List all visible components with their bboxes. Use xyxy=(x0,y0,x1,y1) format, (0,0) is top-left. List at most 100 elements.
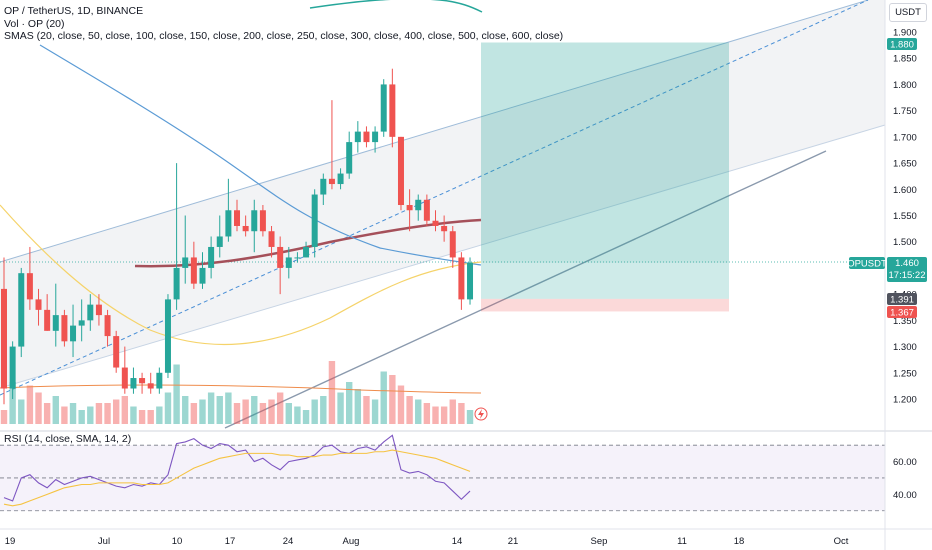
candle xyxy=(303,241,310,258)
entry-price-badge-bg xyxy=(887,293,917,305)
candle xyxy=(52,283,59,347)
candle xyxy=(190,241,197,289)
volume-bar xyxy=(320,396,327,424)
target-zone-upper xyxy=(481,42,729,263)
candle-body xyxy=(173,267,180,300)
candle xyxy=(182,215,189,284)
stop-price-badge: 1.367 xyxy=(887,306,917,318)
volume-bar xyxy=(112,399,120,424)
target-price-badge-bg xyxy=(887,38,917,50)
candle xyxy=(234,199,241,232)
candle xyxy=(320,173,327,206)
candle-body xyxy=(303,246,310,258)
candle xyxy=(328,100,335,190)
candle xyxy=(78,299,85,342)
candle xyxy=(406,189,413,232)
candle xyxy=(415,194,422,221)
price-tick-label: 1.550 xyxy=(893,211,917,222)
candle-body xyxy=(130,378,137,389)
candle-body xyxy=(182,257,189,268)
candle-body xyxy=(285,257,292,268)
volume-bar xyxy=(328,361,336,424)
candle xyxy=(225,178,232,242)
date-tick-label: 24 xyxy=(283,536,294,547)
price-tick-label: 1.900 xyxy=(893,28,917,39)
sma-blue-line xyxy=(39,44,482,266)
candle-body xyxy=(363,131,370,143)
volume-bar xyxy=(432,406,439,424)
volume-bar xyxy=(78,410,85,424)
volume-bar xyxy=(9,382,16,424)
legend-volume[interactable]: Vol · OP (20) xyxy=(4,17,65,30)
volume-bar xyxy=(199,399,206,424)
volume-bar xyxy=(406,396,413,424)
symbol-badge: OPUSDT xyxy=(847,257,887,269)
candle xyxy=(216,215,223,258)
candle-body xyxy=(1,288,7,389)
volume-bar xyxy=(276,392,284,424)
volume-bar xyxy=(259,403,267,424)
lightning-icon-bolt xyxy=(478,409,484,419)
channel-lower-line xyxy=(0,124,886,389)
volume-bar xyxy=(268,399,275,424)
candle xyxy=(389,68,396,148)
candle xyxy=(423,194,430,226)
volume-bar xyxy=(449,399,456,424)
candle-body xyxy=(251,210,258,232)
candle xyxy=(156,367,163,394)
candle xyxy=(95,294,102,326)
price-tick-label: 1.800 xyxy=(893,80,917,91)
rsi-tick-label: 60.00 xyxy=(893,457,917,468)
candle-body xyxy=(372,131,379,143)
volume-bar xyxy=(440,406,448,424)
price-tick-label: 1.700 xyxy=(893,132,917,143)
candle-body xyxy=(259,210,266,232)
rsi-tick-label: 40.00 xyxy=(893,490,917,501)
candle-body xyxy=(449,231,456,258)
candle xyxy=(346,131,353,179)
candle-body xyxy=(95,304,102,316)
legend-title[interactable]: OP / TetherUS, 1D, BINANCE xyxy=(4,5,144,17)
volume-bar xyxy=(423,403,431,424)
candle-body xyxy=(35,299,42,310)
candle xyxy=(44,294,51,331)
candle xyxy=(104,309,111,347)
symbol-badge-bg xyxy=(849,257,885,269)
volume-bar xyxy=(371,399,379,424)
volume-bar xyxy=(294,406,301,424)
volume-bar xyxy=(363,396,370,424)
volume-bar xyxy=(242,399,249,424)
candle-body xyxy=(328,178,335,185)
candle xyxy=(130,367,137,394)
volume-bar xyxy=(156,406,163,424)
chart-legend: OP / TetherUS, 1D, BINANCE Vol · OP (20)… xyxy=(4,5,563,43)
candle xyxy=(259,205,266,237)
candle xyxy=(35,288,42,326)
volume-bar xyxy=(346,382,353,424)
candle xyxy=(441,215,448,242)
lightning-icon xyxy=(474,407,488,421)
price-tick-label: 1.300 xyxy=(893,342,917,353)
volume-bar xyxy=(104,403,111,424)
currency-button[interactable]: USDT xyxy=(889,3,927,22)
volume-bar xyxy=(138,410,146,424)
volume-bar xyxy=(225,392,232,424)
entry-price-badge-text: 1.391 xyxy=(890,294,914,305)
candle xyxy=(242,215,249,237)
candle xyxy=(164,294,171,379)
candle-body xyxy=(311,194,318,247)
rsi-legend[interactable]: RSI (14, close, SMA, 14, 2) xyxy=(4,433,132,445)
candle-body xyxy=(104,315,111,337)
date-tick-label: 17 xyxy=(225,536,236,547)
candle xyxy=(113,330,120,373)
candle xyxy=(363,126,370,148)
candle-body xyxy=(156,372,163,389)
sma-orange-line xyxy=(0,384,482,394)
legend-smas[interactable]: SMAS (20, close, 50, close, 100, close, … xyxy=(4,30,564,42)
date-tick-label: 10 xyxy=(172,536,183,547)
sma-green-line xyxy=(309,0,483,13)
volume-bar xyxy=(207,392,215,424)
volume-bar xyxy=(61,406,68,424)
candle-body xyxy=(225,210,232,237)
